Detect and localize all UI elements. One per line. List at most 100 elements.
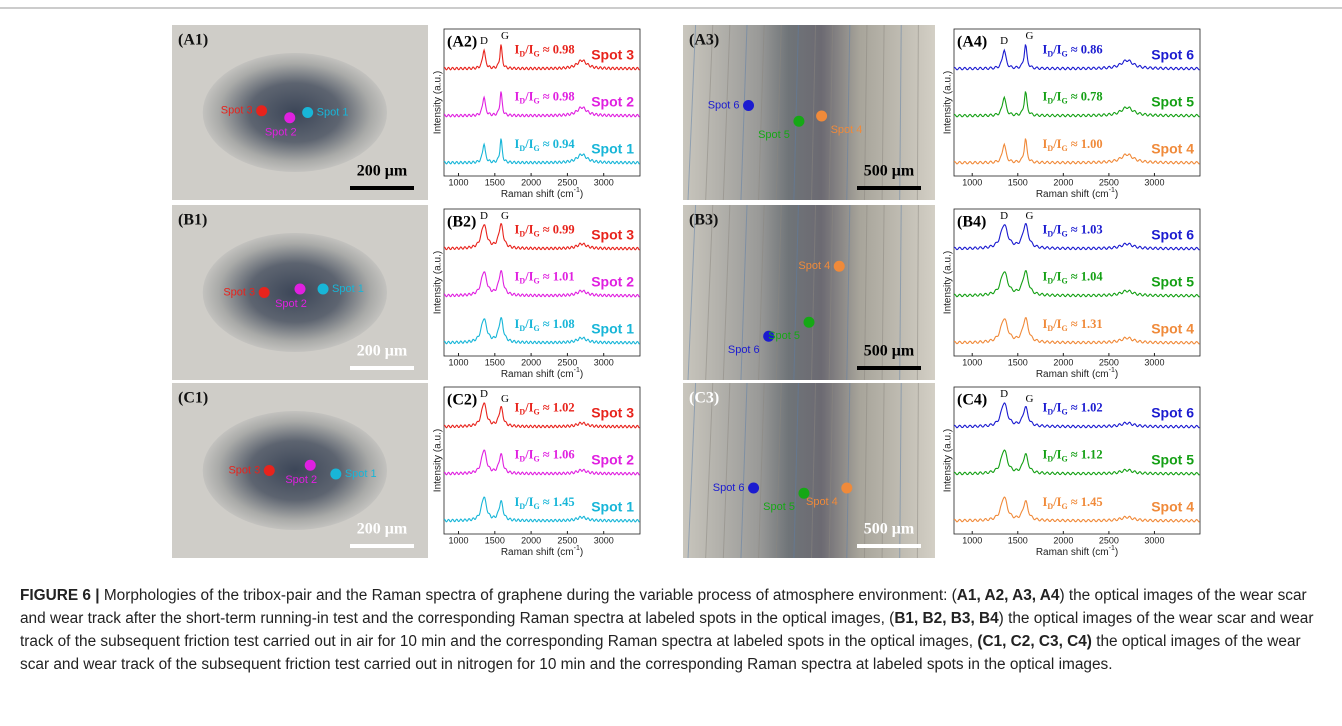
scar_spectra-chart: 1000 1500 2000 2500 3000 Raman shift (cm-1) In…: [433, 208, 641, 380]
texture: [881, 382, 885, 559]
x-tick-label: 3000: [1144, 177, 1164, 187]
caption-text: A1, A2, A3, A4: [956, 587, 1060, 604]
spot-label: Spot 6: [708, 99, 740, 111]
x-axis-label: Raman shift (cm-1): [1036, 187, 1118, 199]
trace-name: Spot 3: [591, 46, 634, 62]
texture: [863, 24, 868, 201]
x-tick-label: 1000: [962, 177, 982, 187]
spot-marker: [256, 105, 268, 117]
ratio-value: ≈ 1.04: [1071, 270, 1104, 284]
ratio-symbol: I: [515, 43, 520, 57]
track_spectra-chart: 1000 1500 2000 2500 3000 Raman shift (cm-1) In…: [943, 386, 1201, 558]
spot-marker: [763, 330, 775, 342]
x-tick-label: 2000: [521, 177, 541, 187]
texture: [793, 24, 799, 201]
caption-text: FIGURE 6 |: [20, 587, 100, 604]
spot-label: Spot 4: [806, 496, 838, 508]
spot-marker: [317, 283, 329, 295]
x-axis-label: Raman shift (cm-1): [501, 545, 583, 557]
plot-frame: [443, 386, 641, 535]
panel-label: (B4): [957, 214, 986, 231]
scale-bar-label: 500 μm: [864, 343, 915, 360]
ratio-symbol: /I: [524, 270, 533, 284]
texture: [775, 204, 782, 381]
ratio-symbol: G: [534, 455, 540, 464]
ratio-symbol: /I: [1052, 223, 1061, 237]
spot-marker: [294, 283, 306, 295]
x-tick-label: 1500: [485, 177, 505, 187]
spot-label: Spot 6: [713, 482, 745, 494]
ratio-label: ID/IG ≈ 1.02: [1043, 401, 1103, 417]
track-image: (A3) Spot 6 Spot 5 Spot 4 500 μm: [683, 24, 935, 201]
x-axis-label-part: Raman shift (cm: [501, 369, 574, 380]
x-tick-label: 2500: [557, 535, 577, 545]
ratio-label: ID/IG ≈ 1.01: [515, 270, 575, 286]
texture: [828, 24, 834, 201]
y-axis-label: Intensity (a.u.): [943, 251, 954, 314]
trace-name: Spot 6: [1151, 404, 1194, 420]
spectrum-trace: [443, 138, 640, 165]
spectrum-trace: [443, 91, 640, 118]
spot-marker: [330, 468, 342, 480]
spot-label: Spot 1: [332, 283, 364, 295]
ratio-label: ID/IG ≈ 1.02: [515, 401, 575, 417]
spot-label: Spot 1: [317, 106, 349, 118]
x-tick-label: 1500: [485, 535, 505, 545]
ratio-symbol: G: [1062, 324, 1068, 333]
ratio-value: ≈ 0.99: [543, 223, 575, 237]
ratio-value: ≈ 1.12: [1071, 448, 1103, 462]
x-axis-label-part: Raman shift (cm: [1036, 189, 1109, 200]
ratio-value: ≈ 0.86: [1071, 43, 1103, 57]
ratio-symbol: D: [1047, 408, 1053, 417]
texture: [881, 204, 885, 381]
x-axis-label-part: Raman shift (cm: [501, 189, 574, 200]
ratio-symbol: /I: [1052, 270, 1061, 284]
figure: (A1) Spot 3 Spot 2 Spot 1 200 μm 1000 1500 2000…: [0, 7, 1342, 559]
x-axis-label-part: -1: [1109, 545, 1115, 552]
ratio-label: ID/IG ≈ 0.86: [1043, 43, 1103, 59]
texture: [899, 382, 902, 559]
texture: [863, 204, 868, 381]
ratio-value: ≈ 1.45: [1071, 495, 1103, 509]
spot-label: Spot 5: [763, 501, 795, 513]
x-tick-label: 1500: [1008, 357, 1028, 367]
ratio-symbol: G: [1062, 277, 1068, 286]
panel-label: (C4): [957, 392, 987, 409]
panel-label: (A3): [689, 32, 719, 49]
scar-image: (A1) Spot 3 Spot 2 Spot 1 200 μm: [172, 25, 428, 200]
ratio-symbol: /I: [1052, 90, 1061, 104]
x-tick-label: 2000: [1053, 535, 1073, 545]
texture: [793, 204, 799, 381]
texture: [722, 382, 731, 559]
scale-bar: [857, 366, 921, 370]
texture: [758, 24, 765, 201]
x-tick-label: 1000: [449, 535, 469, 545]
peak-label: D: [480, 35, 488, 47]
ratio-symbol: G: [1062, 455, 1068, 464]
panel-label: (C3): [689, 390, 719, 407]
texture: [916, 382, 919, 559]
spot-label: Spot 6: [728, 344, 760, 356]
ratio-symbol: G: [1062, 502, 1068, 511]
spectrum-trace: [953, 496, 1200, 523]
ratio-symbol: /I: [524, 448, 533, 462]
ratio-symbol: D: [519, 324, 525, 333]
x-axis-label-part: ): [580, 369, 583, 380]
scar-image: (C1) Spot 3 Spot 2 Spot 1 200 μm: [172, 383, 428, 558]
ratio-symbol: G: [1062, 230, 1068, 239]
scar_spectra-chart: 1000 1500 2000 2500 3000 Raman shift (cm-1) In…: [433, 28, 641, 200]
x-tick-label: 2500: [1099, 357, 1119, 367]
scar_spectra-chart: 1000 1500 2000 2500 3000 Raman shift (cm-1) In…: [433, 386, 641, 558]
ratio-symbol: I: [515, 448, 520, 462]
panel-label: (A2): [447, 34, 477, 51]
peak-label: G: [501, 210, 509, 222]
ratio-symbol: /I: [1052, 317, 1061, 331]
x-tick-label: 3000: [1144, 357, 1164, 367]
x-axis-label-part: -1: [574, 367, 580, 374]
x-axis-label-part: -1: [574, 187, 580, 194]
panel-label: (A4): [957, 34, 987, 51]
ratio-symbol: /I: [524, 401, 533, 415]
peak-label: D: [480, 210, 488, 222]
x-axis-label-part: -1: [574, 545, 580, 552]
texture: [740, 204, 748, 381]
